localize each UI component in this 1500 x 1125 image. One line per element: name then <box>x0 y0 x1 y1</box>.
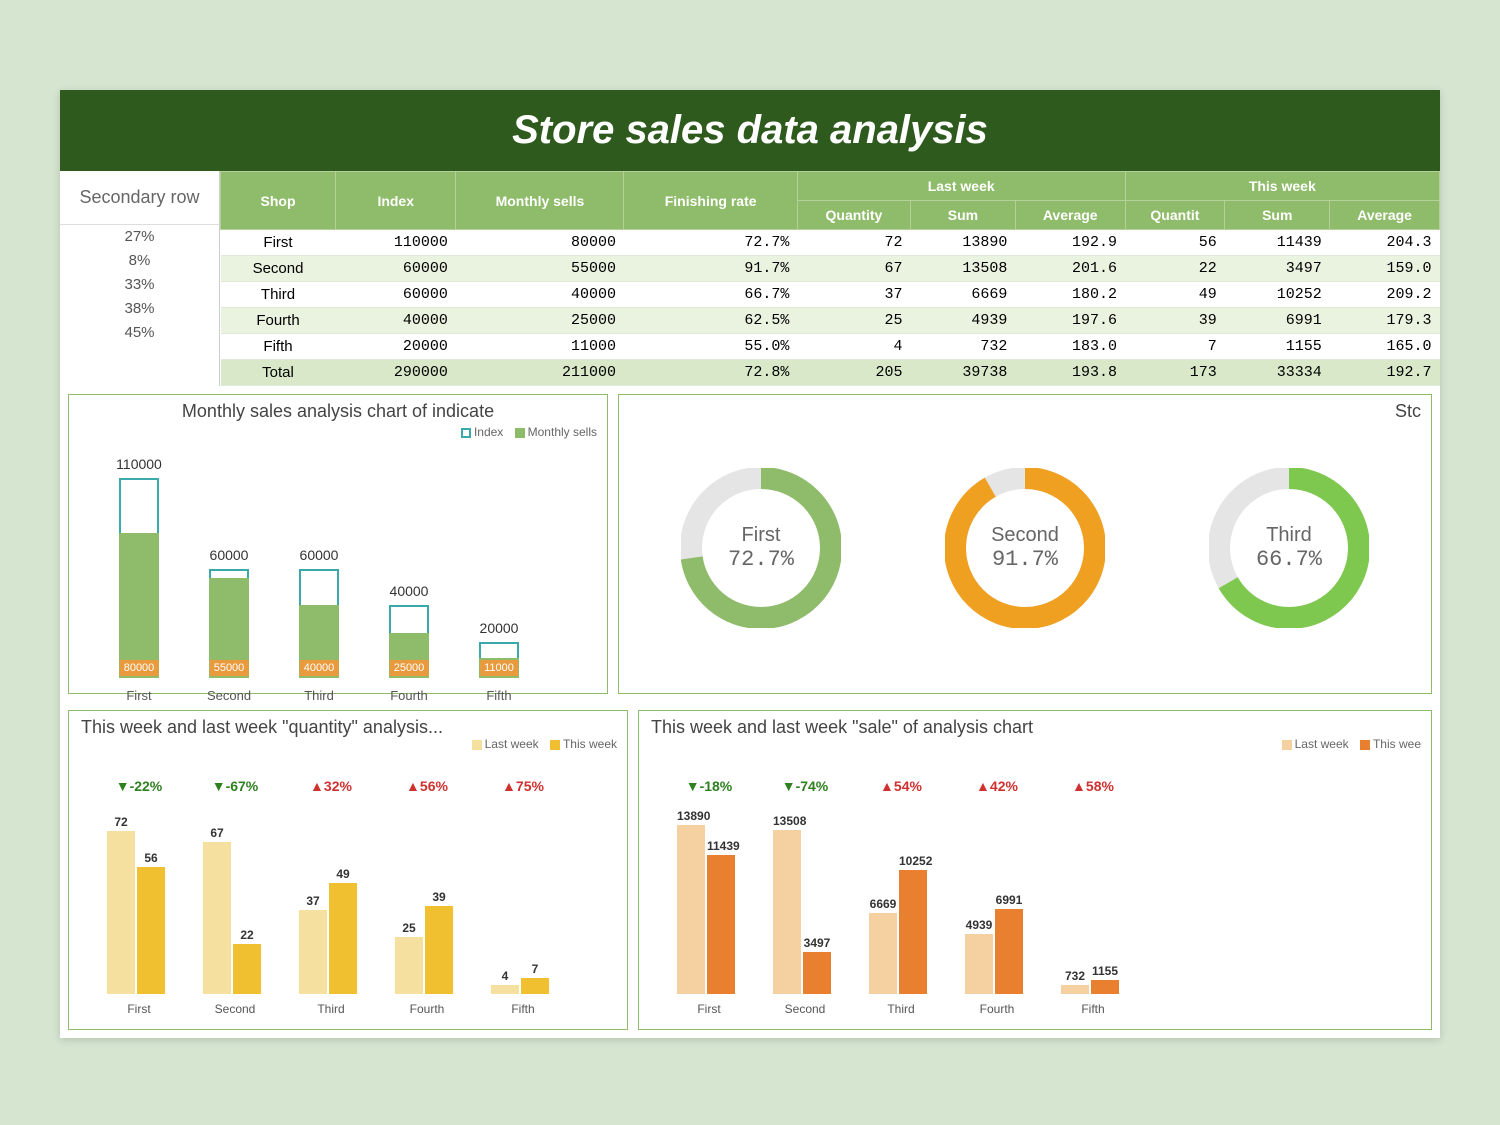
legend-swatch-index <box>461 428 471 438</box>
donut-item: Second91.7% <box>945 468 1105 628</box>
charts-row-2: This week and last week "quantity" analy… <box>60 702 1440 1038</box>
legend-swatch-this <box>550 740 560 750</box>
secondary-header: Secondary row <box>60 171 219 225</box>
legend-swatch-last <box>1282 740 1292 750</box>
qty-chart: This week and last week "quantity" analy… <box>68 710 628 1030</box>
donut-item: Third66.7% <box>1209 468 1369 628</box>
col-this-week: This week <box>1125 172 1439 201</box>
legend-swatch-last <box>472 740 482 750</box>
col-monthly: Monthly sells <box>456 172 624 230</box>
table-row: Fifth200001100055.0%4732183.071155165.0 <box>221 334 1440 360</box>
sale-plot-area: ▼-18% 13890 11439 First ▼-74% 13508 3497… <box>669 774 1411 994</box>
main-table: Shop Index Monthly sells Finishing rate … <box>220 171 1440 386</box>
table-row: Second600005500091.7%6713508201.62234971… <box>221 256 1440 282</box>
donut-chart: Stc First72.7% Second91.7% Third66.7% <box>618 394 1432 694</box>
secondary-value: 8% <box>60 249 219 273</box>
col-shop: Shop <box>221 172 336 230</box>
secondary-value: 27% <box>60 225 219 249</box>
monthly-chart: Monthly sales analysis chart of indicate… <box>68 394 608 694</box>
page-title: Store sales data analysis <box>60 90 1440 171</box>
sales-table: Shop Index Monthly sells Finishing rate … <box>220 171 1440 386</box>
col-finishing: Finishing rate <box>624 172 797 230</box>
monthly-plot-area: 110000 80000 First 60000 55000 Second 60… <box>89 448 587 678</box>
col-lw-avg: Average <box>1015 201 1125 230</box>
col-lw-qty: Quantity <box>797 201 910 230</box>
dashboard-sheet: Store sales data analysis Secondary row … <box>60 90 1440 1038</box>
secondary-value: 33% <box>60 273 219 297</box>
col-lw-sum: Sum <box>910 201 1015 230</box>
data-section: Secondary row 27%8%33%38%45% Shop Index … <box>60 171 1440 386</box>
sale-chart: This week and last week "sale" of analys… <box>638 710 1432 1030</box>
monthly-chart-title: Monthly sales analysis chart of indicate <box>69 395 607 428</box>
col-tw-sum: Sum <box>1225 201 1330 230</box>
table-total-row: Total29000021100072.8%20539738193.817333… <box>221 360 1440 386</box>
qty-plot-area: ▼-22% 72 56 First ▼-67% 67 22 Second ▲32… <box>99 774 607 994</box>
sale-chart-title: This week and last week "sale" of analys… <box>639 711 1193 744</box>
secondary-value: 38% <box>60 297 219 321</box>
monthly-legend: Index Monthly sells <box>453 425 597 439</box>
donut-row: First72.7% Second91.7% Third66.7% <box>619 428 1431 668</box>
table-row: Third600004000066.7%376669180.2491025220… <box>221 282 1440 308</box>
col-tw-avg: Average <box>1330 201 1440 230</box>
secondary-value: 45% <box>60 321 219 345</box>
table-row: Fourth400002500062.5%254939197.639699117… <box>221 308 1440 334</box>
charts-row-1: Monthly sales analysis chart of indicate… <box>60 386 1440 702</box>
qty-legend: Last week This week <box>464 737 617 751</box>
col-index: Index <box>336 172 456 230</box>
col-last-week: Last week <box>797 172 1125 201</box>
legend-swatch-this <box>1360 740 1370 750</box>
table-row: First1100008000072.7%7213890192.95611439… <box>221 230 1440 256</box>
col-tw-qty: Quantit <box>1125 201 1225 230</box>
sale-legend: Last week This wee <box>1274 737 1421 751</box>
legend-swatch-monthly <box>515 428 525 438</box>
donut-title-partial: Stc <box>619 395 1431 428</box>
donut-item: First72.7% <box>681 468 841 628</box>
secondary-column: Secondary row 27%8%33%38%45% <box>60 171 220 386</box>
